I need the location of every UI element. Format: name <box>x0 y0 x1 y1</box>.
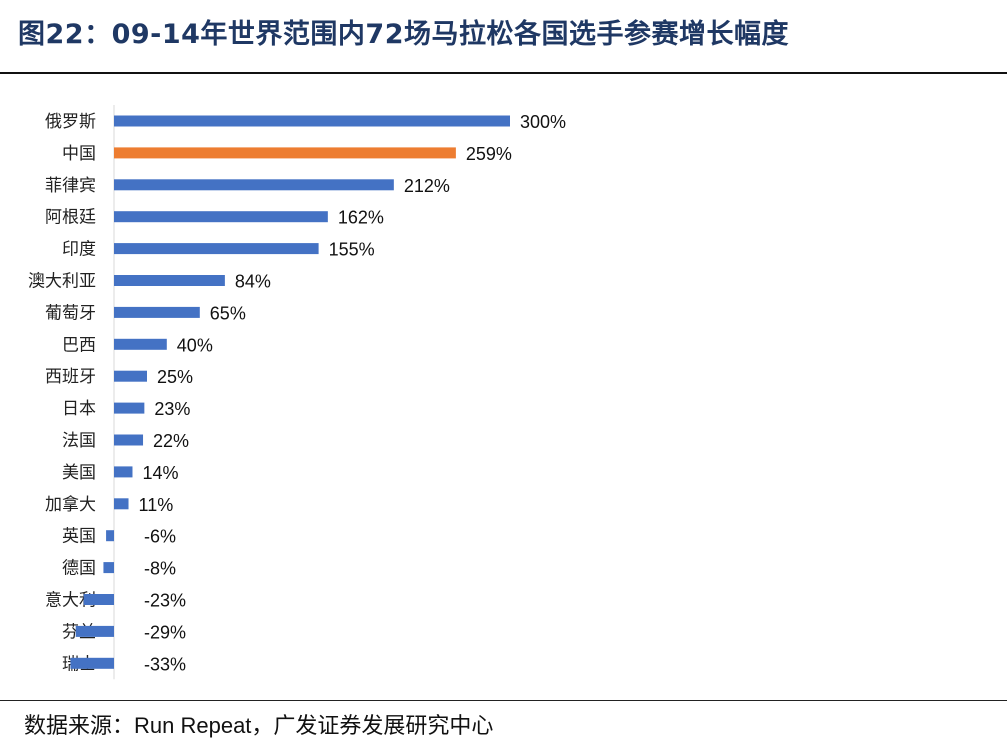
figure-title: 图22：09-14年世界范围内72场马拉松各国选手参赛增长幅度 <box>18 19 789 50</box>
data-label: 162% <box>338 208 384 228</box>
data-label: 259% <box>466 144 512 164</box>
bar <box>114 434 144 446</box>
category-label: 意大利 <box>45 591 96 611</box>
category-label: 俄罗斯 <box>45 112 96 132</box>
bar <box>114 370 147 382</box>
data-label: -6% <box>144 527 176 547</box>
category-label: 中国 <box>62 144 96 164</box>
category-label: 英国 <box>62 527 96 547</box>
bar <box>114 179 394 191</box>
data-label: 300% <box>520 112 566 132</box>
category-label: 葡萄牙 <box>45 303 96 323</box>
data-label: -33% <box>144 654 186 674</box>
bar <box>114 275 225 286</box>
bar <box>114 243 319 255</box>
data-label: 11% <box>139 495 174 515</box>
data-label: 65% <box>210 303 246 323</box>
data-label: 22% <box>153 431 189 451</box>
bar <box>114 498 129 510</box>
data-label: 23% <box>154 399 190 419</box>
footer-divider <box>0 700 1007 701</box>
data-label: -29% <box>144 622 186 642</box>
bar <box>114 306 200 318</box>
bar <box>106 530 114 542</box>
bar <box>114 402 145 414</box>
bar <box>114 466 133 478</box>
category-label: 印度 <box>62 240 96 260</box>
category-label: 美国 <box>62 463 96 483</box>
data-label: 155% <box>329 240 375 260</box>
data-label: 212% <box>404 176 450 196</box>
source-note: 数据来源：Run Repeat，广发证券发展研究中心 <box>24 713 494 738</box>
bar <box>114 211 328 223</box>
bar <box>103 562 114 574</box>
data-label: -23% <box>144 591 186 611</box>
category-label: 巴西 <box>62 335 96 355</box>
data-label: 25% <box>157 367 193 387</box>
data-label: 40% <box>177 335 213 355</box>
bar <box>114 115 510 127</box>
bar <box>114 338 167 350</box>
data-label: 14% <box>142 463 178 483</box>
bar <box>114 147 456 159</box>
category-label: 澳大利亚 <box>28 272 96 292</box>
data-label: 84% <box>235 272 271 292</box>
bar <box>75 625 114 637</box>
category-label: 阿根廷 <box>45 208 96 228</box>
category-label: 法国 <box>62 431 96 451</box>
bar <box>83 594 114 605</box>
title-divider <box>0 72 1007 74</box>
category-label: 西班牙 <box>45 367 96 387</box>
horizontal-bar-chart: 俄罗斯 300% 中国 259% 菲律宾 212% 阿根廷 162% 印度 155% 澳大利亚 84%… <box>28 105 566 680</box>
category-label: 加拿大 <box>45 494 96 515</box>
category-label: 菲律宾 <box>45 176 96 196</box>
bar <box>70 657 114 669</box>
category-label: 日本 <box>62 399 96 419</box>
category-label: 德国 <box>62 559 96 579</box>
data-label: -8% <box>144 559 176 579</box>
